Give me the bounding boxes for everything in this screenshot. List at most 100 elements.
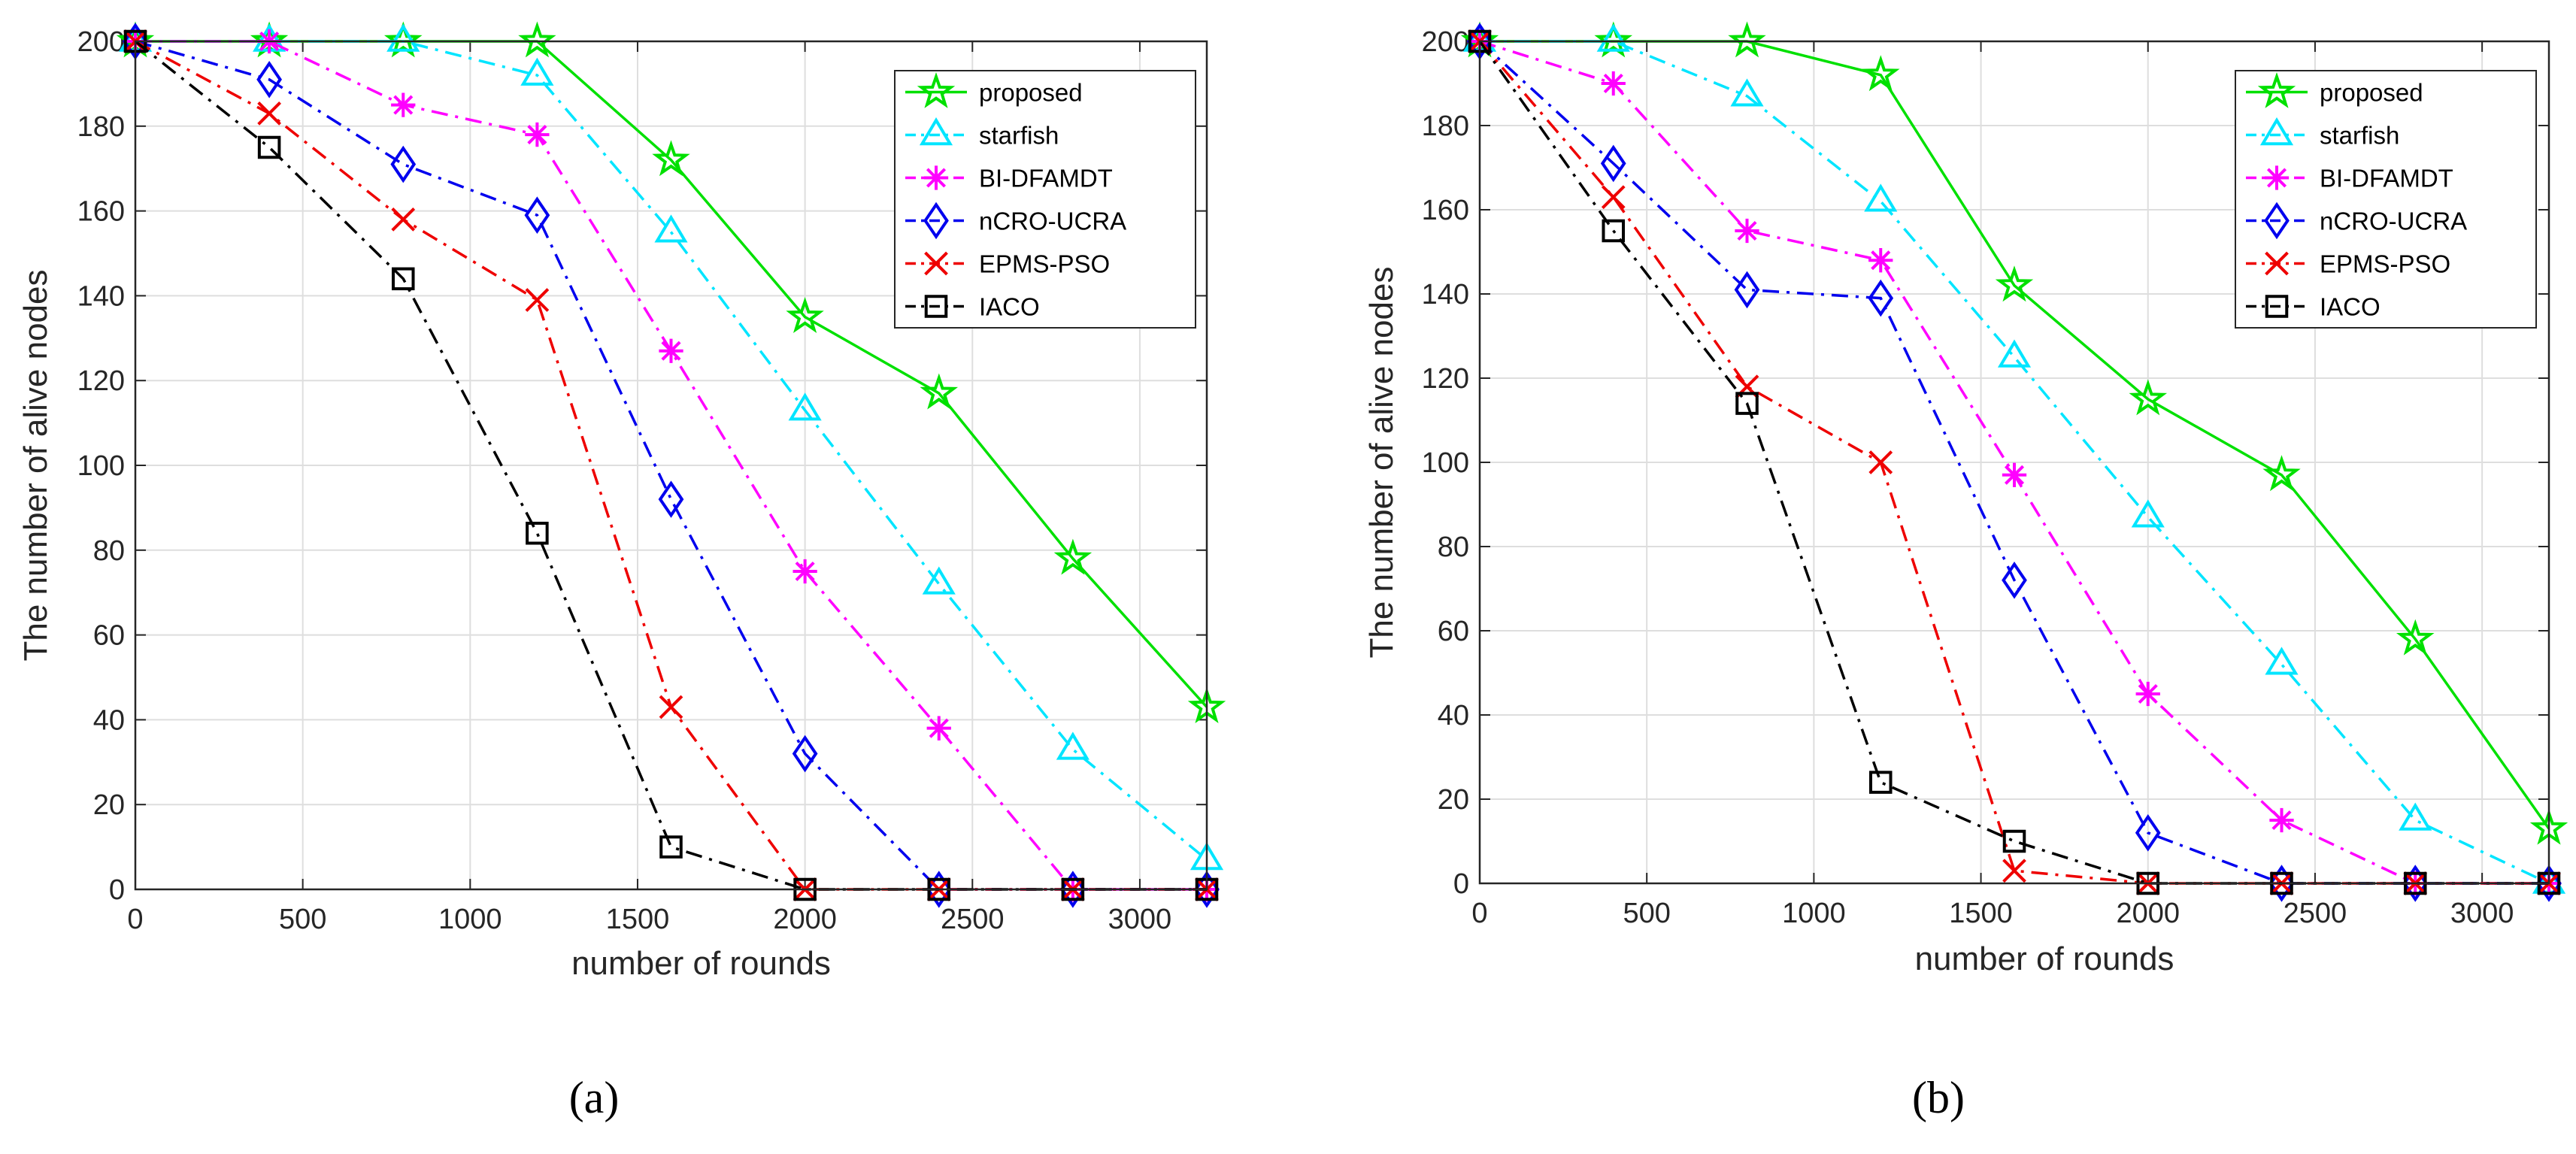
data-point-bi-dfamdt [1601, 71, 1626, 96]
data-point-epms-pso [2002, 859, 2026, 883]
y-tick-label: 40 [1438, 700, 1469, 731]
x-axis-label: number of rounds [1915, 940, 2174, 977]
y-tick-label: 200 [1422, 26, 1469, 58]
data-point-epms-pso [391, 207, 416, 232]
data-point-starfish [654, 214, 688, 243]
x-tick-label: 500 [1623, 898, 1670, 929]
axes-box [134, 40, 1208, 891]
x-tick-label: 0 [127, 904, 143, 935]
data-point-iaco [257, 135, 281, 159]
y-tick-label: 160 [77, 196, 125, 228]
data-point-ncro-ucra [524, 196, 550, 235]
data-point-bi-dfamdt [1735, 218, 1759, 244]
y-tick-label: 140 [77, 280, 125, 312]
data-point-ncro-ucra [2135, 813, 2161, 852]
data-point-ncro-ucra [658, 480, 684, 518]
data-point-proposed [2396, 619, 2435, 656]
legend-marker-bi-dfamdt [2264, 165, 2290, 190]
y-tick-label: 120 [1422, 363, 1469, 395]
data-point-proposed [518, 21, 556, 58]
data-point-proposed [2129, 379, 2168, 416]
data-point-bi-dfamdt [926, 716, 951, 741]
data-point-ncro-ucra [2002, 561, 2027, 599]
legend-label-iaco: IACO [2320, 293, 2381, 321]
data-point-starfish [2399, 802, 2432, 831]
legend-marker-starfish [919, 117, 953, 146]
data-point-starfish [788, 392, 822, 421]
data-point-bi-dfamdt [2269, 807, 2294, 833]
x-tick-label: 2000 [773, 904, 837, 935]
data-point-starfish [1864, 183, 1898, 212]
data-point-ncro-ucra [390, 145, 417, 183]
legend: proposed starfish BI-DFAMDT nCRO-UCRA EPMS-P… [894, 70, 1196, 329]
x-tick-label: 2000 [2116, 898, 2180, 929]
legend: proposed starfish BI-DFAMDT nCRO-UCRA EPMS-P… [2235, 70, 2537, 329]
y-tick-label: 200 [77, 26, 125, 58]
data-point-iaco [659, 835, 683, 859]
data-point-bi-dfamdt [1868, 248, 1893, 273]
y-tick-label: 140 [1422, 279, 1469, 310]
data-point-starfish [520, 57, 554, 86]
x-tick-label: 2500 [2284, 898, 2347, 929]
data-point-proposed [786, 297, 824, 334]
legend-marker-ncro-ucra [2264, 201, 2290, 240]
data-point-starfish [922, 566, 956, 595]
y-tick-label: 160 [1422, 195, 1469, 226]
y-tick-label: 40 [93, 704, 125, 736]
data-point-bi-dfamdt [2135, 681, 2160, 707]
y-tick-label: 180 [77, 111, 125, 143]
series-starfish [1462, 23, 2566, 894]
y-tick-label: 60 [93, 620, 125, 652]
data-point-proposed [1995, 265, 2034, 302]
data-point-starfish [2131, 499, 2165, 528]
data-point-proposed [383, 21, 423, 58]
series-line-bi-dfamdt [135, 40, 1207, 891]
data-point-proposed [652, 140, 690, 177]
data-point-starfish [1596, 23, 1630, 52]
data-point-iaco [2002, 829, 2026, 853]
y-tick-label: 0 [109, 874, 125, 906]
legend-marker-iaco [924, 295, 948, 318]
data-point-iaco [391, 267, 415, 291]
legend-label-ncro-ucra: nCRO-UCRA [979, 207, 1126, 235]
data-point-bi-dfamdt [391, 92, 416, 117]
data-point-starfish [1056, 731, 1089, 760]
legend-label-epms-pso: EPMS-PSO [979, 250, 1110, 278]
data-point-ncro-ucra [1734, 271, 1760, 309]
data-point-starfish [386, 23, 420, 52]
legend-marker-starfish [2259, 117, 2294, 146]
data-point-starfish [2265, 647, 2299, 675]
legend-label-ncro-ucra: nCRO-UCRA [2320, 207, 2467, 235]
data-point-bi-dfamdt [525, 122, 550, 147]
x-tick-label: 3000 [2450, 898, 2514, 929]
legend-marker-iaco [2265, 295, 2289, 318]
panel-caption: (b) [1912, 1073, 1965, 1122]
data-point-ncro-ucra [1600, 144, 1626, 183]
legend-label-bi-dfamdt: BI-DFAMDT [2320, 165, 2453, 192]
data-point-starfish [1730, 78, 1764, 107]
data-point-iaco [1735, 392, 1759, 415]
y-tick-label: 60 [1438, 616, 1469, 647]
data-point-proposed [2262, 455, 2301, 492]
data-point-bi-dfamdt [659, 338, 683, 363]
data-point-epms-pso [257, 101, 281, 126]
legend-label-epms-pso: EPMS-PSO [2320, 250, 2450, 278]
data-point-epms-pso [1868, 450, 1893, 474]
chart-panel-b: 0 500 1000 1500 2000 2500 3000 0 20 40 60 80 100 120 1… [1363, 21, 2568, 1122]
x-tick-label: 1500 [1949, 898, 2013, 929]
x-tick-label: 0 [1471, 898, 1487, 929]
y-axis-label: The number of alive nodes [17, 270, 54, 662]
data-point-proposed [1861, 55, 1900, 92]
y-tick-label: 180 [1422, 111, 1469, 142]
legend-label-iaco: IACO [979, 293, 1040, 321]
panel-caption: (a) [569, 1073, 620, 1122]
data-point-ncro-ucra [256, 60, 282, 98]
data-point-epms-pso [525, 288, 550, 312]
legend-label-starfish: starfish [979, 122, 1059, 150]
legend-marker-epms-pso [2265, 251, 2289, 276]
series-line-starfish [1480, 40, 2550, 885]
legend-marker-proposed [2257, 72, 2296, 108]
x-tick-label: 1500 [606, 904, 670, 935]
y-tick-label: 80 [93, 535, 125, 567]
